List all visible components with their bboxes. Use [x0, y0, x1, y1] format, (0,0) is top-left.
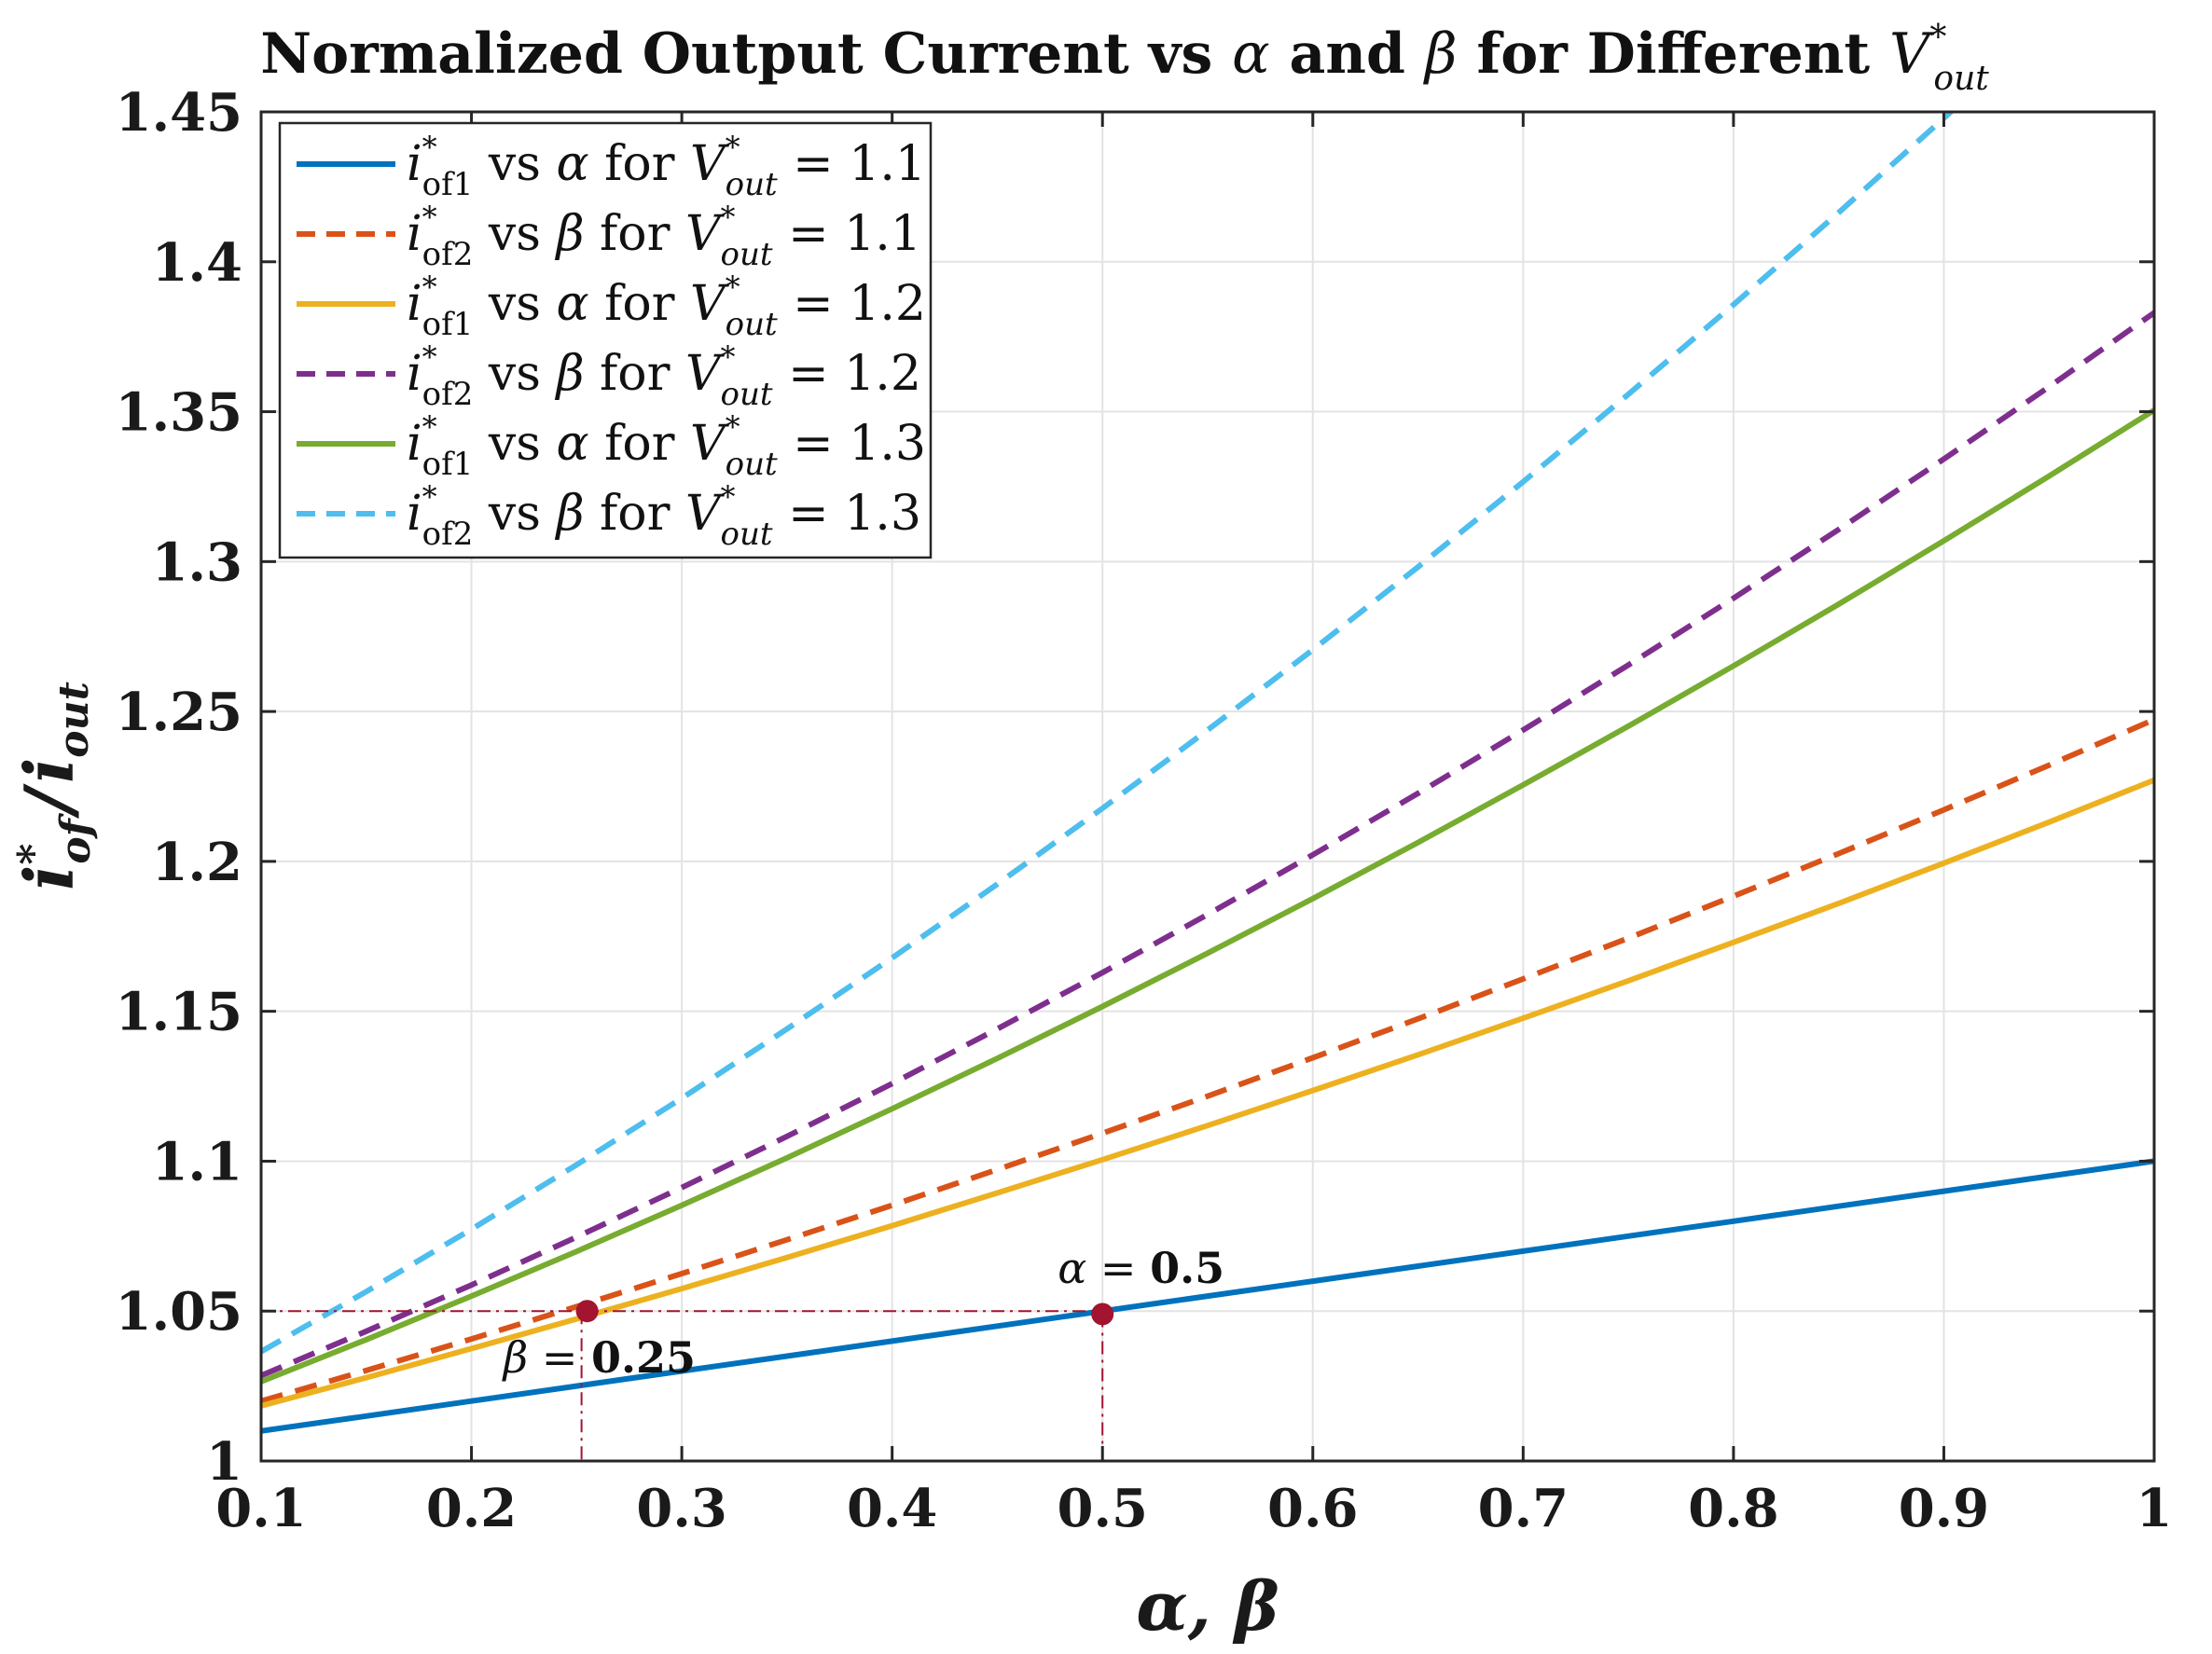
axis-ticks — [259, 110, 2156, 1463]
y-tick-label: 1 — [206, 1431, 242, 1493]
annotation-marker-1 — [575, 1300, 599, 1323]
series-line-1 — [261, 1158, 2154, 1434]
legend-label-4: i* of2 vs β for V* out = 1.2 — [407, 339, 921, 413]
series-line-2 — [261, 717, 2154, 1404]
legend-label-1: i* of1 vs α for V* out = 1.1 — [407, 130, 926, 203]
x-tick-label: 0.5 — [1058, 1478, 1148, 1539]
y-tick-label: 1.35 — [116, 382, 242, 444]
axes-box — [259, 110, 2156, 1463]
x-tick-label: 0.8 — [1688, 1478, 1778, 1539]
series-line-3 — [261, 777, 2154, 1409]
annotation-label-beta: β = 0.25 — [502, 1332, 696, 1383]
series-line-6 — [261, 112, 1956, 1355]
series-group — [261, 112, 2154, 1434]
reference-lines — [261, 1310, 1104, 1461]
x-tick-label: 0.2 — [426, 1478, 517, 1539]
annotation-marker-2 — [1091, 1303, 1114, 1326]
y-tick-label: 1.3 — [152, 531, 242, 593]
y-tick-label: 1.25 — [116, 682, 242, 743]
legend: i* of1 vs α for V* out = 1.1i* of2 vs β for… — [278, 121, 933, 559]
x-tick-label: 0.4 — [847, 1478, 937, 1539]
x-tick-label: 0.3 — [636, 1478, 726, 1539]
y-tick-label: 1.1 — [152, 1131, 242, 1192]
x-tick-label: 1 — [2136, 1478, 2173, 1539]
x-tick-label: 0.7 — [1478, 1478, 1569, 1539]
legend-items: i* of1 vs α for V* out = 1.1i* of2 vs β for… — [297, 130, 926, 553]
tick-labels: 0.1 0.2 0.3 0.4 0.5 0.6 0.7 0.8 0.9 1 1 1.05 1.1 1.15… — [116, 82, 2173, 1539]
series-line-4 — [261, 310, 2154, 1379]
y-tick-label: 1.45 — [116, 82, 242, 144]
legend-label-5: i* of1 vs α for V* out = 1.3 — [407, 409, 926, 483]
annotations: β = 0.25 α = 0.5 — [502, 1243, 1225, 1383]
legend-label-2: i* of2 vs β for V* out = 1.1 — [407, 200, 921, 273]
x-tick-label: 0.9 — [1899, 1478, 1989, 1539]
chart-title: Normalized Output Current vs α and β for… — [260, 19, 1989, 98]
annotation-label-alpha: α = 0.5 — [1058, 1243, 1224, 1293]
y-tick-label: 1.4 — [152, 232, 242, 294]
legend-box — [278, 121, 933, 559]
series-line-5 — [261, 407, 2154, 1385]
legend-label-6: i* of2 vs β for V* out = 1.3 — [407, 479, 921, 553]
y-tick-label: 1.2 — [152, 832, 242, 893]
x-tick-label: 0.6 — [1267, 1478, 1358, 1539]
y-tick-label: 1.05 — [116, 1281, 242, 1343]
legend-label-3: i* of1 vs α for V* out = 1.2 — [407, 269, 926, 343]
y-axis-label: i*of/iout — [9, 682, 100, 890]
x-axis-label: α, β — [1136, 1566, 1279, 1646]
x-tick-label: 0.1 — [215, 1478, 306, 1539]
y-tick-label: 1.15 — [116, 982, 242, 1043]
